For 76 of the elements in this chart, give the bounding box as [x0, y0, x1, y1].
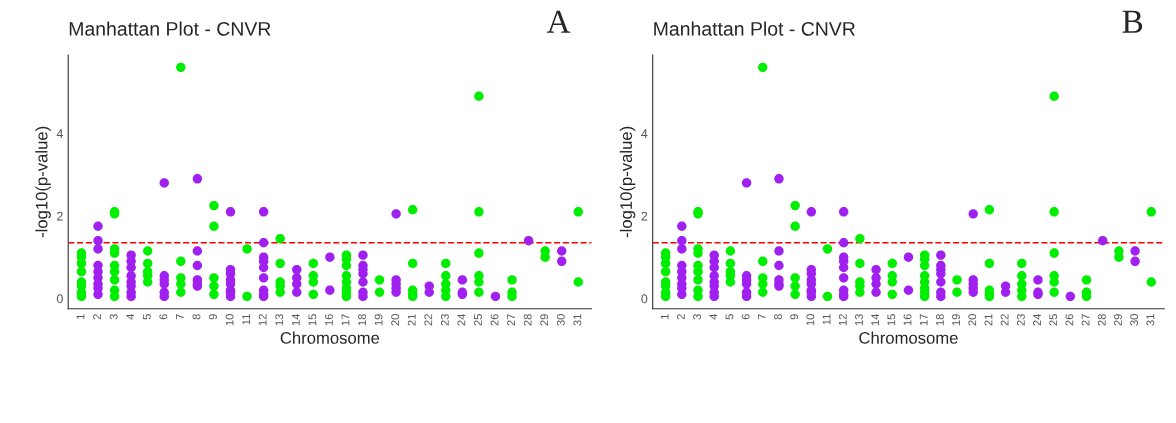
x-tick-label: 14	[871, 313, 879, 326]
x-tick-label: 2	[676, 314, 685, 320]
y-tick-label: 4	[56, 129, 63, 138]
x-tick-label: 10	[225, 314, 234, 326]
text: A	[546, 10, 571, 33]
x-tick-label: 3	[109, 314, 118, 320]
x-tick-label: 9	[209, 314, 217, 320]
x-tick-label: 23	[440, 314, 449, 326]
x-tick-label: 7	[757, 314, 766, 320]
x-tick-label: 12	[838, 314, 847, 326]
x-tick-label: 17	[341, 314, 350, 326]
x-tick-label: 5	[142, 314, 151, 320]
x-tick-label: 21	[407, 314, 416, 326]
x-tick-label: 5	[725, 314, 734, 320]
x-tick-label: 24	[457, 313, 466, 326]
x-tick-label: 26	[1065, 314, 1074, 326]
x-tick-label: 6	[741, 314, 750, 320]
x-tick-label: 30	[556, 314, 565, 326]
x-tick-label: 21	[984, 314, 993, 326]
x-tick-label: 20	[968, 314, 977, 326]
x-tick-label: 8	[774, 314, 782, 320]
x-tick-label: 14	[291, 313, 300, 326]
x-tick-label: 26	[490, 314, 499, 326]
text: B	[1122, 10, 1143, 33]
y-tick-label: 0	[641, 294, 648, 304]
x-tick-label: 22	[424, 314, 433, 326]
x-tick-label: 16	[903, 314, 912, 326]
x-tick-label: 23	[1016, 314, 1025, 326]
x-tick-label: 25	[1049, 314, 1058, 326]
x-tick-label: 10	[806, 314, 815, 326]
x-tick-label: 19	[952, 314, 961, 326]
x-tick-label: 24	[1033, 313, 1041, 326]
x-tick-label: 25	[474, 314, 482, 326]
y-tick-label: 2	[641, 211, 648, 221]
x-tick-label: 9	[790, 314, 799, 320]
x-tick-label: 1	[76, 314, 85, 319]
y-axis-title: -log10(p-value)	[35, 126, 51, 238]
x-axis-title: Chromosome	[859, 331, 958, 344]
x-tick-label: 8	[192, 314, 201, 320]
y-tick-label: 2	[57, 211, 63, 221]
x-tick-label: 28	[1097, 314, 1106, 326]
x-tick-label: 3	[693, 314, 701, 320]
x-tick-label: 31	[1146, 314, 1155, 326]
chart-title: Manhattan Plot - CNVR	[69, 21, 271, 36]
y-tick-label: 4	[641, 129, 648, 138]
y-tick-label: 0	[56, 294, 63, 304]
x-tick-label: 12	[258, 314, 267, 326]
x-tick-label: 22	[1000, 314, 1009, 326]
x-tick-label: 28	[523, 314, 532, 326]
x-tick-label: 17	[919, 314, 928, 326]
x-tick-label: 13	[275, 314, 284, 326]
x-axis-title: Chromosome	[280, 331, 380, 344]
x-tick-label: 1	[660, 314, 669, 319]
x-tick-label: 4	[709, 313, 718, 320]
x-tick-label: 2	[93, 314, 101, 320]
x-tick-label: 11	[242, 314, 250, 325]
x-tick-label: 15	[308, 314, 317, 326]
x-tick-label: 6	[159, 314, 168, 320]
x-tick-label: 30	[1130, 314, 1139, 326]
x-tick-label: 19	[374, 314, 383, 326]
chart-title: Manhattan Plot - CNVR	[654, 21, 855, 36]
x-tick-label: 29	[1114, 314, 1122, 326]
x-tick-label: 16	[324, 314, 333, 326]
x-tick-label: 4	[126, 313, 135, 320]
y-axis-title: -log10(p-value)	[619, 126, 636, 238]
x-tick-label: 29	[540, 314, 549, 326]
x-tick-label: 27	[507, 314, 515, 326]
x-tick-label: 18	[358, 314, 366, 326]
x-tick-label: 7	[176, 314, 184, 320]
x-tick-label: 15	[887, 314, 896, 326]
x-tick-label: 31	[573, 314, 582, 326]
x-tick-label: 20	[391, 314, 400, 326]
x-tick-label: 18	[935, 314, 944, 326]
x-tick-label: 13	[855, 314, 863, 326]
x-tick-label: 11	[822, 314, 831, 325]
x-tick-label: 27	[1081, 314, 1090, 326]
